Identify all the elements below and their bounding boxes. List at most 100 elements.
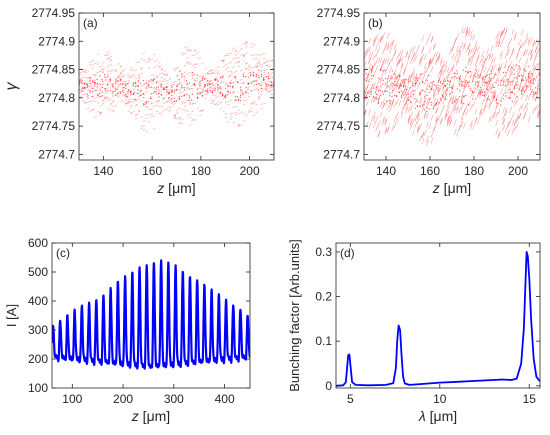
scatter-point — [101, 103, 105, 105]
scatter-point — [92, 79, 94, 82]
scatter-point — [470, 55, 473, 62]
scatter-point — [135, 104, 138, 107]
scatter-point — [423, 104, 425, 106]
scatter-point — [493, 72, 496, 79]
scatter-point — [181, 108, 184, 111]
scatter-point — [398, 91, 401, 94]
scatter-point — [416, 83, 420, 90]
scatter-point — [470, 91, 473, 98]
scatter-point — [537, 109, 540, 116]
scatter-point — [186, 73, 189, 75]
scatter-point — [412, 94, 414, 96]
scatter-point — [495, 102, 499, 109]
scatter-point — [130, 90, 132, 92]
scatter-point — [458, 76, 460, 78]
scatter-point — [156, 86, 158, 89]
scatter-point — [101, 95, 104, 97]
scatter-point — [211, 91, 213, 93]
scatter-point — [145, 101, 148, 104]
panel-label: (d) — [340, 246, 355, 260]
scatter-point — [393, 84, 396, 87]
scatter-point — [481, 77, 485, 84]
scatter-point — [107, 75, 109, 78]
scatter-point — [140, 100, 143, 102]
scatter-point — [230, 82, 232, 84]
scatter-point — [490, 82, 494, 89]
scatter-point — [224, 82, 228, 84]
scatter-point — [455, 98, 458, 101]
scatter-point — [435, 102, 438, 105]
scatter-point — [529, 79, 532, 82]
scatter-point — [437, 87, 439, 89]
scatter-point — [384, 44, 388, 51]
scatter-point — [513, 32, 517, 39]
scatter-point — [258, 82, 260, 85]
scatter-point — [386, 90, 388, 92]
scatter-point — [250, 46, 253, 49]
scatter-point — [523, 112, 526, 119]
scatter-point — [94, 62, 97, 64]
scatter-point — [467, 100, 471, 107]
scatter-point — [130, 93, 132, 96]
scatter-point — [260, 107, 263, 110]
scatter-point — [522, 79, 525, 81]
scatter-point — [430, 36, 434, 43]
scatter-point — [412, 90, 414, 92]
scatter-point — [160, 86, 162, 88]
scatter-point — [419, 105, 422, 108]
scatter-point — [449, 93, 451, 95]
scatter-point — [393, 101, 397, 108]
scatter-point — [393, 94, 396, 97]
x-tick-label: 160 — [420, 164, 440, 178]
scatter-point — [99, 105, 102, 107]
scatter-point — [504, 66, 506, 68]
scatter-point — [235, 50, 238, 53]
scatter-point — [160, 89, 164, 91]
scatter-point — [150, 96, 152, 98]
scatter-point — [458, 49, 462, 56]
scatter-point — [258, 69, 260, 71]
scatter-point — [421, 131, 425, 138]
scatter-point — [527, 39, 531, 46]
scatter-point — [188, 49, 192, 52]
scatter-point — [150, 115, 153, 117]
scatter-point — [86, 95, 89, 97]
scatter-point — [386, 125, 390, 132]
scatter-point — [188, 97, 191, 99]
scatter-point — [173, 92, 175, 94]
scatter-point — [490, 115, 494, 122]
scatter-point — [375, 51, 378, 58]
scatter-point — [81, 79, 83, 81]
scatter-point — [516, 77, 519, 80]
scatter-point — [240, 90, 243, 92]
scatter-point — [534, 104, 538, 111]
scatter-point — [122, 94, 125, 97]
scatter-point — [521, 93, 523, 95]
scatter-point — [101, 62, 105, 64]
scatter-point — [176, 112, 179, 114]
scatter-point — [424, 90, 426, 93]
scatter-point — [96, 71, 100, 74]
scatter-point — [263, 87, 266, 90]
scatter-point — [396, 78, 399, 85]
scatter-point — [94, 79, 97, 81]
scatter-point — [453, 55, 457, 62]
scatter-point — [222, 95, 225, 98]
scatter-point — [222, 60, 225, 62]
scatter-point — [373, 121, 376, 128]
scatter-point — [504, 110, 508, 117]
scatter-point — [497, 102, 499, 105]
scatter-point — [532, 64, 535, 71]
scatter-point — [181, 91, 184, 93]
scatter-point — [219, 108, 223, 110]
scatter-point — [163, 87, 165, 90]
scatter-point — [84, 101, 87, 103]
scatter-point — [140, 57, 143, 60]
scatter-point — [191, 65, 194, 67]
scatter-point — [245, 43, 248, 45]
scatter-point — [372, 75, 375, 77]
scatter-point — [509, 91, 511, 93]
scatter-point — [132, 69, 136, 72]
scatter-point — [423, 113, 427, 120]
